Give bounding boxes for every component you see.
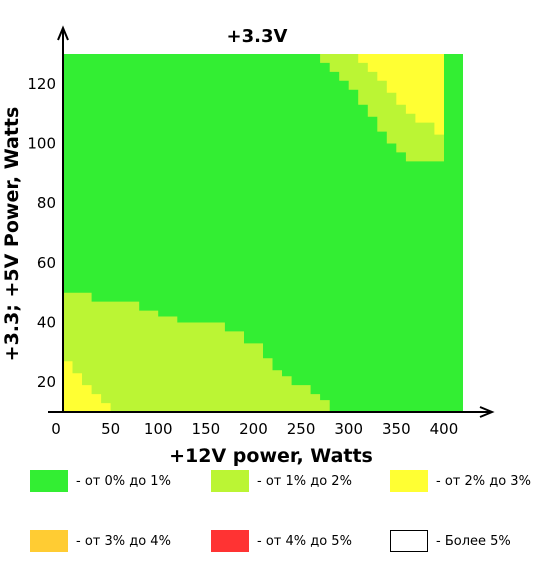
y-tick-label: 100 — [27, 135, 56, 153]
y-tick-label: 40 — [37, 314, 56, 332]
x-tick-label: 50 — [101, 420, 120, 438]
x-tick-label: 150 — [192, 420, 221, 438]
y-tick-label: 120 — [27, 75, 56, 93]
y-axis-arrow — [57, 25, 69, 41]
y-axis-title: +3.3; +5V Power, Watts — [1, 107, 23, 362]
x-tick-label: 350 — [382, 420, 411, 438]
y-tick-label: 20 — [37, 373, 56, 391]
x-tick-label: 300 — [334, 420, 363, 438]
heatmap-region-2 — [63, 361, 111, 412]
x-axis-title: +12V power, Watts — [169, 445, 373, 467]
chart-title: +3.3V — [227, 26, 288, 47]
x-tick-label: 400 — [430, 420, 459, 438]
y-tick-label: 80 — [37, 194, 56, 212]
x-tick-label: 100 — [144, 420, 173, 438]
heatmap-region-1 — [63, 292, 330, 412]
heatmap-region-4 — [358, 54, 444, 135]
x-tick-label: 200 — [239, 420, 268, 438]
x-tick-label: 250 — [287, 420, 316, 438]
x-axis-arrow — [479, 406, 495, 418]
x-tick-label: 0 — [51, 420, 61, 438]
y-tick-label: 60 — [37, 254, 56, 272]
